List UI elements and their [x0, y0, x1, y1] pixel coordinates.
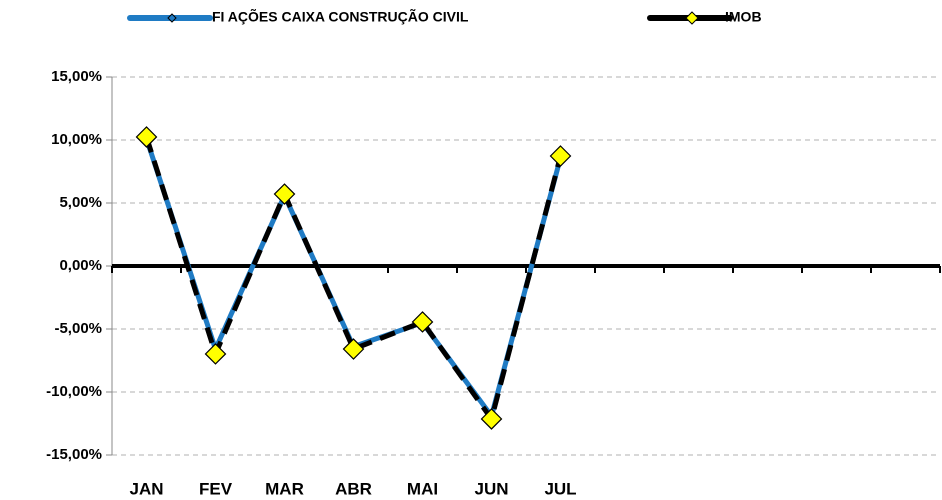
point	[342, 338, 365, 360]
y-tick-label: -10,00%	[46, 383, 102, 400]
point	[204, 343, 227, 365]
y-tick-label: -15,00%	[46, 446, 102, 463]
y-tick-label: 10,00%	[51, 131, 102, 148]
point	[411, 311, 434, 333]
series-line	[144, 137, 563, 419]
y-tick-label: -5,00%	[54, 320, 102, 337]
y-tick-label: 0,00%	[59, 257, 102, 274]
legend-marker	[167, 13, 177, 23]
y-tick-label: 5,00%	[59, 194, 102, 211]
point	[135, 126, 158, 148]
series-line	[144, 136, 563, 422]
x-tick-label: JAN	[129, 479, 163, 498]
point	[273, 183, 296, 205]
x-tick-label: MAI	[407, 479, 438, 498]
legend-marker	[685, 11, 699, 25]
legend-label: IMOB	[725, 9, 762, 25]
x-tick-label: JUL	[544, 479, 576, 498]
point	[549, 145, 572, 167]
x-tick-label: ABR	[335, 479, 372, 498]
x-tick-label: MAR	[265, 479, 304, 498]
legend-label: FI AÇÕES CAIXA CONSTRUÇÃO CIVIL	[212, 8, 469, 25]
x-tick-label: JUN	[474, 479, 508, 498]
point	[480, 408, 503, 430]
y-tick-label: 15,00%	[51, 68, 102, 85]
x-tick-label: FEV	[199, 479, 233, 498]
